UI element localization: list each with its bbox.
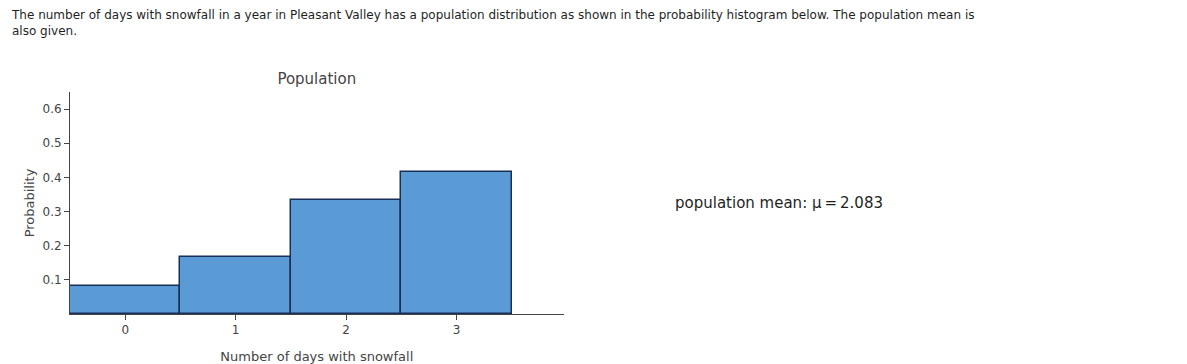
svg-text:Number of days with snowfall: Number of days with snowfall [220,349,413,364]
svg-text:0.6: 0.6 [43,102,62,116]
svg-text:3: 3 [453,323,461,337]
svg-text:0.1: 0.1 [43,273,62,287]
svg-text:0.5: 0.5 [43,136,62,150]
svg-text:2: 2 [342,323,350,337]
svg-text:Probability: Probability [22,168,37,237]
svg-text:0.3: 0.3 [43,205,62,219]
svg-text:population mean: μ = 2.083: population mean: μ = 2.083 [675,194,883,212]
svg-text:0.4: 0.4 [43,171,62,185]
svg-text:Population: Population [277,70,356,88]
svg-text:0.2: 0.2 [43,239,62,253]
svg-text:0: 0 [121,323,129,337]
svg-text:The number of days with snowfa: The number of days with snowfall in a ye… [11,8,974,38]
svg-text:1: 1 [232,323,240,337]
